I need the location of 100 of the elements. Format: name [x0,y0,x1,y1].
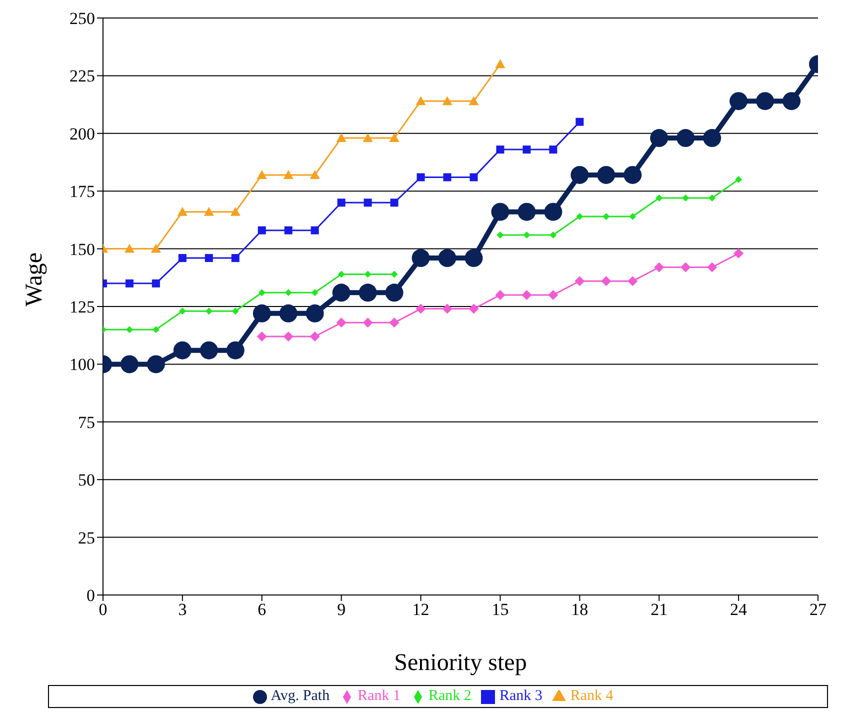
point [576,212,584,220]
point [205,308,212,315]
point [258,226,266,234]
point [624,166,642,184]
x-tick-label: 21 [650,600,668,620]
point [628,276,638,286]
point [178,308,186,315]
point [283,332,294,342]
point [336,318,346,328]
point [442,96,452,106]
point [279,304,298,322]
y-tick-label: 200 [70,124,95,144]
point [523,231,530,238]
point [310,170,320,179]
point [385,284,404,302]
point [443,173,452,182]
point [602,212,610,220]
point [735,176,742,184]
y-tick-label: 225 [70,66,95,86]
point [177,206,188,216]
point [782,92,801,110]
point [126,326,133,334]
point [676,129,695,148]
point [734,248,744,258]
point [152,279,160,288]
point [146,355,165,374]
x-tick-label: 27 [810,600,827,620]
y-tick-label: 100 [70,355,95,374]
x-tick-label: 3 [178,600,187,620]
point [358,284,377,302]
point [656,194,663,202]
x-tick-label: 12 [412,600,430,620]
point [310,332,320,342]
x-tick-label: 0 [98,600,108,620]
point [601,276,612,286]
point [311,289,318,296]
point [574,276,585,286]
point [570,166,589,184]
point [496,146,504,154]
point [707,262,718,272]
point [232,308,239,315]
point [336,133,346,142]
point [226,341,244,360]
point [629,212,636,220]
point [654,262,664,272]
point [544,202,562,221]
point [124,244,134,253]
legend-label: Avg. Path [270,688,330,704]
point [708,194,716,202]
point [338,270,345,278]
point [332,284,350,302]
point [230,206,240,216]
y-tick-label: 250 [70,9,95,28]
point [310,226,319,234]
point [442,304,452,314]
point [173,341,192,360]
y-tick-label: 175 [70,182,95,202]
x-axis-title: Seniority step [394,650,527,676]
point [120,355,138,374]
point [756,92,774,110]
point [438,249,456,268]
point [576,118,584,126]
point [680,262,691,272]
x-tick-label: 18 [571,600,588,620]
y-tick-label: 0 [86,586,95,606]
x-tick-label: 24 [730,600,748,620]
legend-label: Rank 1 [358,688,401,704]
point [416,304,426,314]
point [256,332,267,342]
point [548,290,558,300]
point [364,198,372,207]
point [256,170,267,179]
point [258,289,266,296]
y-tick-label: 50 [78,470,95,490]
point [252,304,271,322]
point [597,166,616,184]
point [412,249,430,268]
point [125,279,134,288]
point [496,231,504,238]
point [204,206,214,216]
point [362,133,373,142]
point [231,254,240,262]
point [284,289,292,296]
point [468,304,479,314]
legend-label: Rank 4 [570,688,614,704]
point [283,170,294,179]
point [204,254,213,262]
point [364,270,372,278]
point [495,290,506,300]
point [468,96,479,106]
legend-label: Rank 2 [428,688,472,704]
point [730,92,748,110]
point [150,244,161,253]
legend-label: Rank 3 [499,688,542,704]
point [416,173,425,182]
x-tick-label: 15 [492,600,509,620]
point [495,59,506,68]
point [389,133,400,142]
x-tick-label: 9 [337,600,346,620]
point [389,318,400,328]
